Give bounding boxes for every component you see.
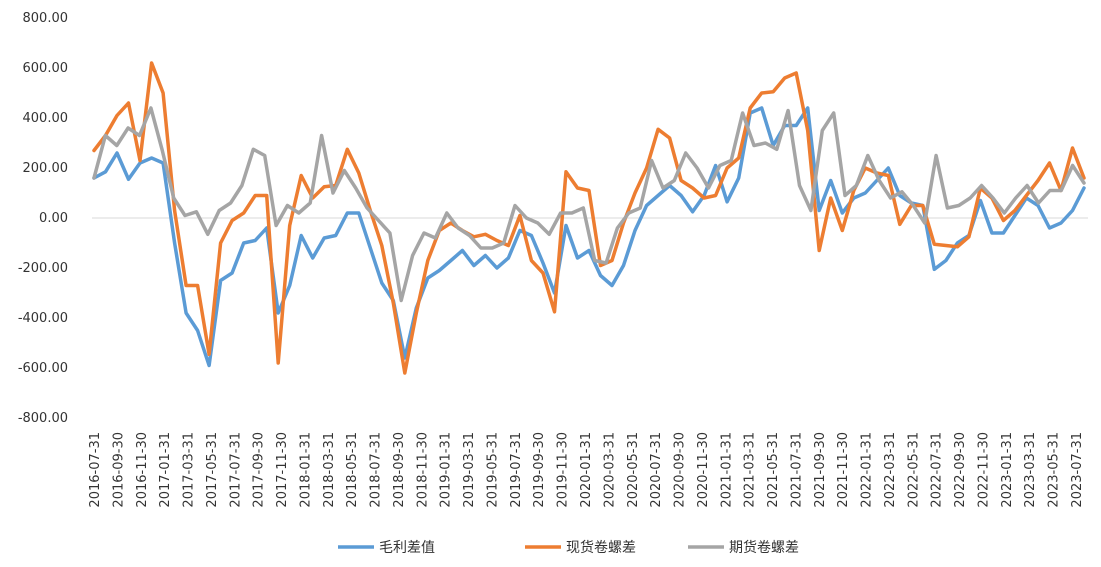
x-tick-label: 2017-01-31	[158, 432, 173, 508]
x-tick-label: 2017-11-30	[275, 432, 290, 508]
x-tick-label: 2022-03-31	[883, 432, 898, 508]
y-tick-label: -800.00	[18, 411, 68, 426]
x-tick-label: 2020-03-31	[602, 432, 617, 508]
x-tick-label: 2021-07-31	[789, 432, 804, 508]
x-tick-label: 2023-01-31	[1000, 432, 1015, 508]
x-tick-label: 2019-07-31	[509, 432, 524, 508]
x-tick-label: 2017-09-30	[252, 432, 267, 508]
legend-label-2: 期货卷螺差	[729, 539, 799, 556]
y-axis-labels: 800.00 600.00 400.00 200.00 0.00 -200.00 -400.…	[18, 11, 68, 426]
x-tick-label: 2023-03-31	[1023, 432, 1038, 508]
x-tick-label: 2020-01-31	[579, 432, 594, 508]
x-tick-label: 2016-11-30	[135, 432, 150, 508]
x-tick-label: 2019-03-31	[462, 432, 477, 508]
legend-label-0: 毛利差值	[379, 540, 435, 556]
legend-label-1: 现货卷螺差	[566, 539, 636, 556]
x-tick-label: 2017-03-31	[182, 432, 197, 508]
x-tick-label: 2021-05-31	[766, 432, 781, 508]
x-tick-label: 2019-11-30	[556, 432, 571, 508]
y-tick-label: -200.00	[18, 261, 68, 276]
x-tick-label: 2019-01-31	[439, 432, 454, 508]
series-lines	[92, 61, 1086, 375]
y-tick-label: -600.00	[18, 361, 68, 376]
x-tick-label: 2019-05-31	[485, 432, 500, 508]
x-tick-label: 2022-01-31	[860, 432, 875, 508]
y-tick-label: 600.00	[23, 61, 69, 76]
legend: 毛利差值 现货卷螺差 期货卷螺差	[338, 539, 799, 556]
series-line-1	[92, 61, 1086, 375]
x-tick-label: 2021-11-30	[836, 432, 851, 508]
x-tick-label: 2023-07-31	[1070, 432, 1085, 508]
x-tick-label: 2022-09-30	[953, 432, 968, 508]
x-tick-label: 2020-07-31	[649, 432, 664, 508]
x-tick-label: 2022-05-31	[906, 432, 921, 508]
x-axis-labels: 2016-07-31 2016-09-30 2016-11-30 2017-01-31…	[88, 432, 1085, 508]
x-tick-label: 2017-07-31	[228, 432, 243, 508]
x-tick-label: 2020-05-31	[626, 432, 641, 508]
x-tick-label: 2022-11-30	[976, 432, 991, 508]
x-tick-label: 2023-05-31	[1047, 432, 1062, 508]
x-tick-label: 2018-07-31	[369, 432, 384, 508]
x-tick-label: 2018-11-30	[415, 432, 430, 508]
x-tick-label: 2018-09-30	[392, 432, 407, 508]
x-tick-label: 2017-05-31	[205, 432, 220, 508]
x-tick-label: 2016-07-31	[88, 432, 103, 508]
y-tick-label: 200.00	[23, 161, 69, 176]
x-tick-label: 2019-09-30	[532, 432, 547, 508]
series-line-2	[92, 106, 1086, 303]
x-tick-label: 2018-05-31	[345, 432, 360, 508]
x-tick-label: 2018-03-31	[322, 432, 337, 508]
x-tick-label: 2022-07-31	[930, 432, 945, 508]
y-tick-label: 400.00	[23, 111, 69, 126]
y-tick-label: -400.00	[18, 311, 68, 326]
x-tick-label: 2021-01-31	[719, 432, 734, 508]
x-tick-label: 2021-03-31	[743, 432, 758, 508]
y-tick-label: 800.00	[23, 11, 69, 26]
x-tick-label: 2021-09-30	[813, 432, 828, 508]
x-tick-label: 2020-09-30	[673, 432, 688, 508]
x-tick-label: 2018-01-31	[298, 432, 313, 508]
x-tick-label: 2016-09-30	[111, 432, 126, 508]
y-tick-label: 0.00	[39, 211, 68, 226]
x-tick-label: 2020-11-30	[696, 432, 711, 508]
